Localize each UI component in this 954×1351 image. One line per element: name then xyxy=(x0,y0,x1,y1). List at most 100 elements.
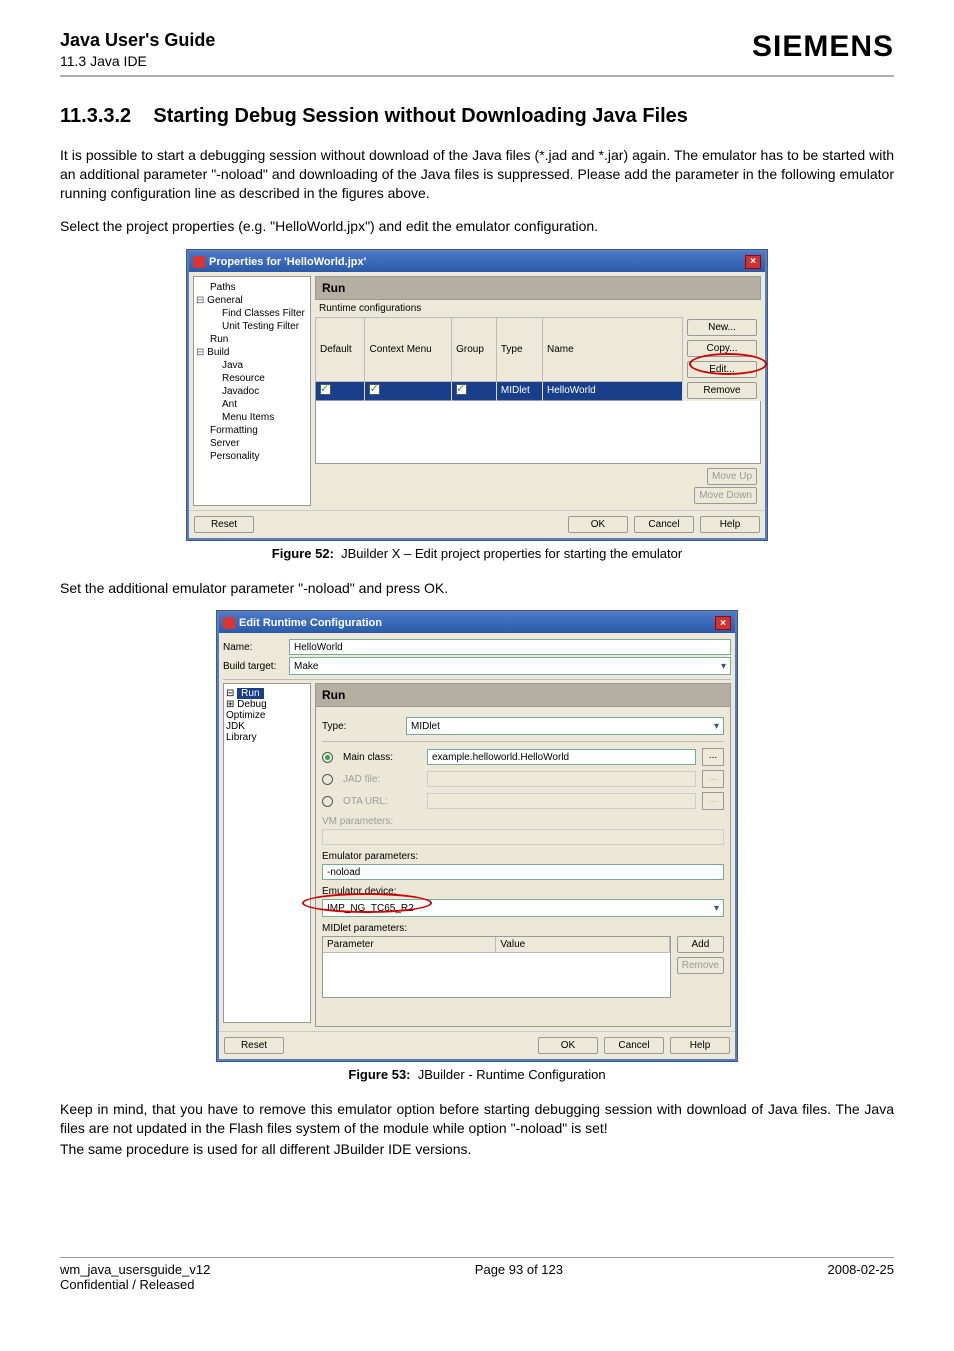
dialog-title: Properties for 'HelloWorld.jpx' xyxy=(209,256,366,268)
moveup-button[interactable]: Move Up xyxy=(707,468,757,485)
tree-item-general[interactable]: ⊟ General xyxy=(196,294,308,307)
tree-item-run[interactable]: Run xyxy=(196,333,308,346)
table-row[interactable]: MIDlet HelloWorld xyxy=(316,381,683,400)
runtime-config-table[interactable]: Default Context Menu Group Type Name MI xyxy=(315,317,683,401)
copy-button[interactable]: Copy... xyxy=(687,340,757,357)
tree-item-ant[interactable]: Ant xyxy=(196,398,308,411)
caption-label: Figure 52: xyxy=(272,546,334,561)
build-target-select[interactable]: Make ▾ xyxy=(289,657,731,675)
main-class-input[interactable]: example.helloworld.HelloWorld xyxy=(427,749,696,765)
ok-button[interactable]: OK xyxy=(538,1037,598,1054)
browse-button[interactable]: ... xyxy=(702,748,724,766)
help-button[interactable]: Help xyxy=(670,1037,730,1054)
figure-53: Edit Runtime Configuration × Name: Hello… xyxy=(60,611,894,1061)
movedown-button[interactable]: Move Down xyxy=(694,487,757,504)
tree-item-paths[interactable]: Paths xyxy=(196,281,308,294)
cancel-button[interactable]: Cancel xyxy=(634,516,694,533)
doc-title: Java User's Guide xyxy=(60,30,215,51)
midlet-params-table[interactable]: Parameter Value xyxy=(322,936,671,998)
cell-name: HelloWorld xyxy=(543,381,683,400)
page-header: Java User's Guide 11.3 Java IDE SIEMENS xyxy=(60,30,894,77)
checkbox-icon[interactable] xyxy=(456,384,467,395)
figure-52: Properties for 'HelloWorld.jpx' × Paths … xyxy=(60,250,894,540)
edit-button[interactable]: Edit... xyxy=(687,361,757,378)
properties-dialog: Properties for 'HelloWorld.jpx' × Paths … xyxy=(187,250,767,540)
remove-button[interactable]: Remove xyxy=(687,382,757,399)
tree-item-library[interactable]: Library xyxy=(226,732,308,743)
close-icon[interactable]: × xyxy=(745,255,761,269)
tree-item-javadoc[interactable]: Javadoc xyxy=(196,385,308,398)
new-button[interactable]: New... xyxy=(687,319,757,336)
tree-item-debug[interactable]: ⊞ Debug xyxy=(226,699,308,710)
dialog-footer: Reset OK Cancel Help xyxy=(219,1031,735,1059)
tree-item-menuitems[interactable]: Menu Items xyxy=(196,411,308,424)
remove-button[interactable]: Remove xyxy=(677,957,724,974)
col-value: Value xyxy=(496,937,669,952)
para-2: Select the project properties (e.g. "Hel… xyxy=(60,217,894,236)
type-label: Type: xyxy=(322,721,400,732)
tree-item-jdk[interactable]: JDK xyxy=(226,721,308,732)
tree-item-find-classes[interactable]: Find Classes Filter xyxy=(196,307,308,320)
para-4: Keep in mind, that you have to remove th… xyxy=(60,1100,894,1138)
type-value: MIDlet xyxy=(411,721,440,732)
tree-item-server[interactable]: Server xyxy=(196,437,308,450)
tree-item-unit-testing[interactable]: Unit Testing Filter xyxy=(196,320,308,333)
midlet-params-label: MIDlet parameters: xyxy=(322,923,724,934)
footer-date: 2008-02-25 xyxy=(827,1262,894,1292)
browse-button: ... xyxy=(702,792,724,810)
radio-main-class[interactable] xyxy=(322,752,333,763)
panel-heading-run: Run xyxy=(315,683,731,707)
tree-item-run[interactable]: ⊟ Run xyxy=(226,688,308,699)
tree-item-java[interactable]: Java xyxy=(196,359,308,372)
tree-item-formatting[interactable]: Formatting xyxy=(196,424,308,437)
add-button[interactable]: Add xyxy=(677,936,724,953)
browse-button: ... xyxy=(702,770,724,788)
heading-number: 11.3.3.2 xyxy=(60,105,131,127)
table-empty-area xyxy=(315,401,761,464)
dialog-titlebar: Properties for 'HelloWorld.jpx' × xyxy=(189,252,765,272)
help-button[interactable]: Help xyxy=(700,516,760,533)
nav-tree[interactable]: ⊟ Run ⊞ Debug Optimize JDK Library xyxy=(223,683,311,1023)
nav-tree[interactable]: Paths ⊟ General Find Classes Filter Unit… xyxy=(193,276,311,506)
caption-text: JBuilder X – Edit project properties for… xyxy=(341,546,682,561)
tree-item-optimize[interactable]: Optimize xyxy=(226,710,308,721)
radio-jad-file[interactable] xyxy=(322,774,333,785)
reset-button[interactable]: Reset xyxy=(194,516,254,533)
caption-text: JBuilder - Runtime Configuration xyxy=(418,1067,606,1082)
close-icon[interactable]: × xyxy=(715,616,731,630)
col-context: Context Menu xyxy=(365,317,452,381)
type-select[interactable]: MIDlet ▾ xyxy=(406,717,724,735)
col-type: Type xyxy=(496,317,542,381)
checkbox-icon[interactable] xyxy=(369,384,380,395)
reset-button[interactable]: Reset xyxy=(224,1037,284,1054)
tree-item-personality[interactable]: Personality xyxy=(196,450,308,463)
emulator-device-label: Emulator device: xyxy=(322,886,724,897)
tree-item-resource[interactable]: Resource xyxy=(196,372,308,385)
figure-52-caption: Figure 52: JBuilder X – Edit project pro… xyxy=(60,546,894,561)
cancel-button[interactable]: Cancel xyxy=(604,1037,664,1054)
emulator-device-select[interactable]: IMP_NG_TC65_R2 ▾ xyxy=(322,899,724,917)
dialog-titlebar: Edit Runtime Configuration × xyxy=(219,613,735,633)
radio-ota-url[interactable] xyxy=(322,796,333,807)
col-name: Name xyxy=(543,317,683,381)
name-label: Name: xyxy=(223,642,283,653)
main-class-label: Main class: xyxy=(343,752,421,763)
col-parameter: Parameter xyxy=(323,937,496,952)
caption-label: Figure 53: xyxy=(348,1067,410,1082)
figure-53-caption: Figure 53: JBuilder - Runtime Configurat… xyxy=(60,1067,894,1082)
checkbox-icon[interactable] xyxy=(320,384,331,395)
dialog-footer: Reset OK Cancel Help xyxy=(189,510,765,538)
para-3: Set the additional emulator parameter "‑… xyxy=(60,579,894,598)
name-input[interactable]: HelloWorld xyxy=(289,639,731,655)
chevron-down-icon: ▾ xyxy=(714,903,719,914)
para-5: The same procedure is used for all diffe… xyxy=(60,1140,894,1159)
col-group: Group xyxy=(452,317,497,381)
app-icon xyxy=(223,617,235,629)
jad-label: JAD file: xyxy=(343,774,421,785)
build-value: Make xyxy=(294,661,318,672)
ok-button[interactable]: OK xyxy=(568,516,628,533)
emulator-params-input[interactable]: -noload xyxy=(322,864,724,880)
runtime-config-dialog: Edit Runtime Configuration × Name: Hello… xyxy=(217,611,737,1061)
tree-item-build[interactable]: ⊟ Build xyxy=(196,346,308,359)
vm-params-input xyxy=(322,829,724,845)
